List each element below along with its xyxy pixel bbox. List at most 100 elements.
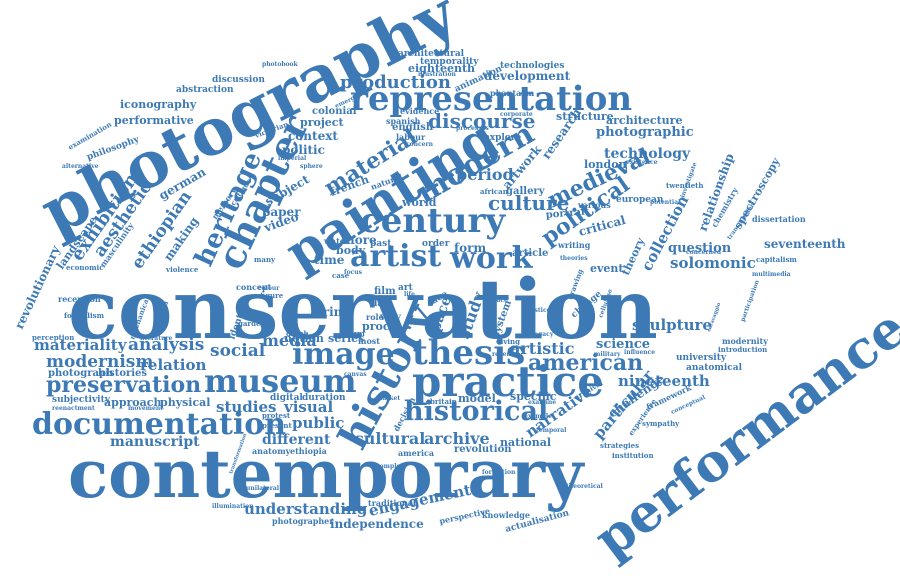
word-documentation: documentation <box>32 407 286 442</box>
word-movement: movement <box>128 405 163 412</box>
word-formation: formation <box>482 469 516 476</box>
word-studies: studies <box>216 398 276 416</box>
word-question: question <box>668 241 732 256</box>
word-explore: explore <box>484 133 522 143</box>
word-institution: institution <box>612 451 654 460</box>
word-art: art <box>398 283 414 293</box>
word-revolutionary: revolutionary <box>12 243 63 332</box>
word-traditional: traditional <box>368 498 416 508</box>
word-investigate: investigate <box>679 161 698 198</box>
word-technology: technology <box>604 146 691 162</box>
word-nineteenth: nineteenth <box>618 372 710 390</box>
word-complex: complex <box>376 463 404 470</box>
word-artistic: artistic <box>510 339 575 358</box>
word-materiality: materiality <box>34 336 128 354</box>
word-manuscript: manuscript <box>110 434 200 450</box>
word-technologies: technologies <box>500 61 564 71</box>
word-canvas: canvas <box>344 371 367 378</box>
word-life: life <box>404 291 415 298</box>
word-model: model <box>458 392 496 405</box>
word-military: military <box>594 351 621 358</box>
word-colonial: colonial <box>312 106 357 117</box>
word-contemporary: contemporary <box>68 435 585 513</box>
word-cultural: cultural <box>354 429 425 448</box>
word-architectural: architectural <box>398 49 465 59</box>
word-formalism: formalism <box>64 311 105 320</box>
word-event: event <box>590 262 624 275</box>
word-structure: structure <box>556 110 614 123</box>
word-spanish: spanish <box>386 116 421 126</box>
word-specific: specific <box>510 390 557 403</box>
word-world: world <box>401 196 437 209</box>
word-university: university <box>676 353 727 363</box>
word-different: different <box>262 432 331 448</box>
word-reception: reception <box>58 294 101 304</box>
word-illustration: illustration <box>418 71 456 78</box>
word-ethiopia: ethiopia <box>290 446 327 456</box>
word-multimedia: multimedia <box>752 271 791 278</box>
word-culture: culture <box>488 191 569 215</box>
word-sympathy: sympathy <box>642 419 680 428</box>
word-alternative: alternative <box>62 163 99 170</box>
word-water: water <box>323 236 350 246</box>
word-approach: approach <box>104 396 161 409</box>
word-analysis: analysis <box>128 335 204 355</box>
word-solomonic: solomonic <box>670 254 756 272</box>
word-historical: historical <box>404 396 548 427</box>
word-time: time <box>314 253 345 267</box>
word-knowledge: knowledge <box>482 510 530 520</box>
word-thesis: thesis <box>412 333 525 373</box>
word-series: series <box>328 332 364 345</box>
word-dissertation: dissertation <box>752 214 806 224</box>
word-seventeenth: seventeenth <box>764 237 846 251</box>
word-digital: digital <box>270 393 303 403</box>
word-illumination: illumination <box>212 503 254 510</box>
word-theoretical: theoretical <box>566 483 604 490</box>
word-term: term <box>346 329 365 338</box>
word-case: case <box>332 271 350 280</box>
word-print: /print <box>310 305 348 319</box>
word-various: various <box>577 200 611 210</box>
word-understanding: understanding <box>244 500 368 518</box>
word-histories: histories <box>98 368 147 379</box>
word-justice: justice <box>527 307 551 314</box>
word-work: work <box>449 241 534 276</box>
word-violence: violence <box>165 265 199 274</box>
word-discussion: discussion <box>212 75 265 85</box>
word-theories: theories <box>560 255 588 262</box>
word-perception: perception <box>32 333 74 342</box>
word-corporate: corporate <box>500 111 533 118</box>
word-figure: figure <box>260 291 284 300</box>
word-concerned: concerned <box>686 249 722 256</box>
word-conservation: conservation <box>68 262 658 358</box>
word-capitalism: capitalism <box>756 255 797 264</box>
word-way: way <box>379 312 402 323</box>
word-museum: museum <box>204 362 357 400</box>
word-paper: paper <box>262 205 301 219</box>
word-physical: physical <box>160 396 210 409</box>
word-order: order <box>422 239 450 249</box>
word-evidence: evidence <box>400 106 439 116</box>
word-concern: concern <box>406 141 434 148</box>
word-relation: relation <box>140 356 206 374</box>
word-body: body <box>336 244 366 257</box>
word-european: european <box>616 195 664 205</box>
word-form: form <box>454 241 486 255</box>
word-place: place <box>490 297 508 304</box>
word-garde: garde <box>238 319 261 328</box>
word-subjectivity: subjectivity <box>52 395 111 405</box>
word-photographer: photographer <box>272 516 334 526</box>
word-colour: colour <box>258 285 280 292</box>
word-eighteenth: eighteenth <box>408 62 475 75</box>
word-representation: representation <box>350 79 632 119</box>
word-media: media <box>262 331 317 350</box>
word-visual: visual <box>283 398 333 416</box>
word-project: project <box>300 116 345 129</box>
word-revolution: revolution <box>454 444 512 455</box>
word-film: film <box>374 286 396 297</box>
word-introduction: introduction <box>718 345 767 354</box>
word-performative: performative <box>114 114 194 127</box>
word-influence: influence <box>624 349 655 356</box>
word-discourse: discourse <box>428 109 535 133</box>
word-many: many <box>254 255 276 264</box>
